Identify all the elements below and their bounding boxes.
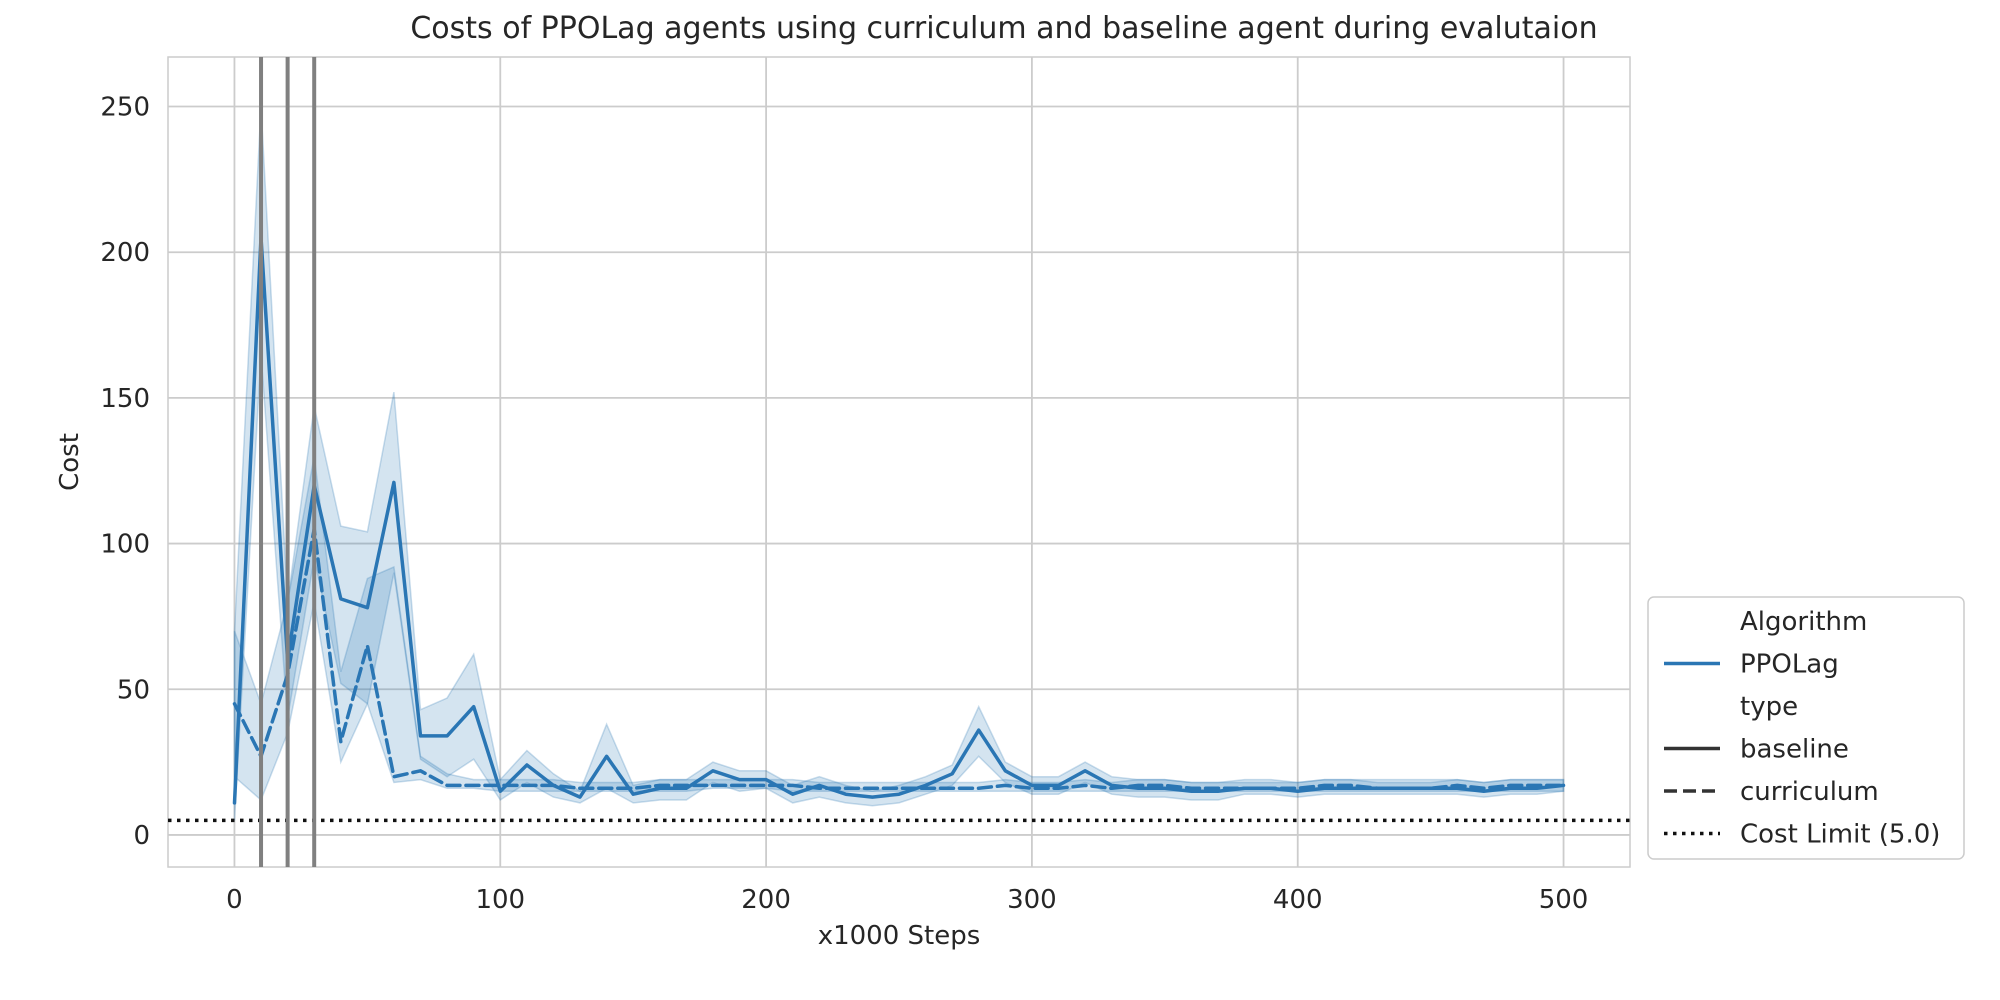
x-tick-label: 500 xyxy=(1539,885,1589,915)
y-tick-label: 250 xyxy=(100,93,150,123)
y-tick-label: 50 xyxy=(117,675,150,705)
ci-band-baseline xyxy=(233,106,1565,821)
x-tick-label: 100 xyxy=(475,885,525,915)
y-axis-label: Cost xyxy=(55,433,85,491)
y-tick-label: 200 xyxy=(100,238,150,268)
grid xyxy=(168,57,1630,867)
legend-label: Cost Limit (5.0) xyxy=(1740,820,1940,850)
tick-labels: 0 100 200 300 400 500 0 50 100 150 200 250 xyxy=(100,93,1588,915)
y-tick-label: 100 xyxy=(100,530,150,560)
legend-label: Algorithm xyxy=(1740,607,1867,637)
y-tick-label: 0 xyxy=(133,821,150,851)
series-line-curriculum xyxy=(232,527,1566,791)
confidence-bands xyxy=(233,106,1565,821)
ci-band-curriculum xyxy=(233,456,1565,802)
x-tick-label: 400 xyxy=(1273,885,1323,915)
vertical-markers xyxy=(259,57,317,867)
legend-label: curriculum xyxy=(1740,777,1879,807)
chart-title: Costs of PPOLag agents using curriculum … xyxy=(410,11,1597,46)
x-tick-label: 300 xyxy=(1007,885,1057,915)
legend: Algorithm PPOLag type baseline curriculum Cos… xyxy=(1647,596,1965,860)
plot-area xyxy=(167,56,1631,868)
y-tick-label: 150 xyxy=(100,384,150,414)
x-axis-label: x1000 Steps xyxy=(818,921,981,951)
legend-box xyxy=(1647,596,1965,860)
legend-label: baseline xyxy=(1740,735,1849,765)
legend-label: type xyxy=(1740,692,1798,722)
legend-label: PPOLag xyxy=(1740,650,1839,680)
x-tick-label: 0 xyxy=(226,885,243,915)
x-tick-label: 200 xyxy=(741,885,791,915)
